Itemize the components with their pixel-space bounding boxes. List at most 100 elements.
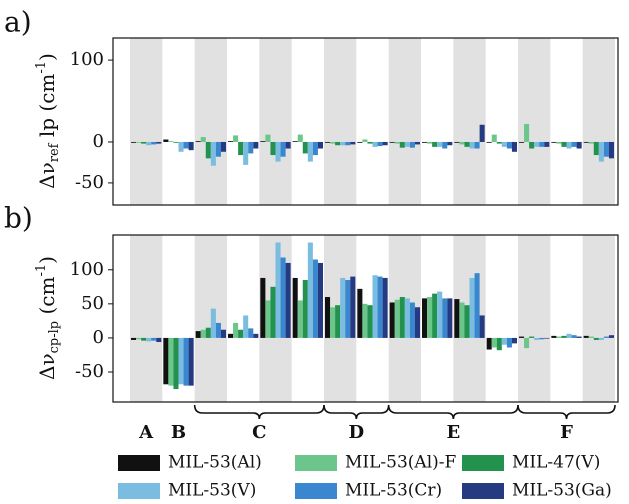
bar (275, 242, 281, 338)
bar (265, 134, 271, 142)
bar (367, 141, 373, 144)
bar (307, 141, 313, 162)
bar (511, 337, 517, 344)
bar (297, 300, 303, 338)
bar (350, 141, 356, 145)
bar (608, 141, 614, 159)
legend-label: MIL-53(Ga) (512, 481, 612, 501)
bar (422, 141, 428, 143)
bar (362, 303, 368, 338)
bar (233, 135, 239, 142)
bar (280, 257, 286, 338)
bar (479, 315, 485, 338)
legend-swatch (462, 483, 504, 499)
bar (437, 291, 443, 338)
bar (151, 141, 157, 145)
bar (238, 141, 244, 156)
bar (491, 134, 497, 142)
bar (399, 297, 405, 338)
y-label-part: Δν (35, 162, 59, 189)
bar (598, 141, 604, 162)
bar (404, 298, 410, 338)
bar (215, 322, 221, 338)
legend-swatch (295, 483, 337, 499)
bar (593, 337, 599, 340)
bar (588, 141, 594, 144)
bar (243, 315, 249, 338)
bar (188, 337, 194, 386)
bar (583, 335, 589, 338)
bar (524, 337, 530, 349)
bar (544, 141, 550, 147)
bar (459, 302, 465, 338)
bar (173, 141, 179, 143)
bar (233, 322, 239, 338)
group-label: C (252, 422, 266, 443)
bar (501, 141, 507, 147)
band-shade (324, 38, 357, 205)
bar (163, 337, 169, 385)
bar (501, 337, 507, 345)
y-tick-label: 50 (81, 293, 104, 314)
bar (414, 307, 420, 338)
group-bracket (387, 404, 519, 420)
bar (280, 141, 286, 157)
bar (566, 333, 572, 338)
bar (534, 337, 540, 340)
bar (205, 141, 211, 159)
legend-swatch (118, 483, 160, 499)
bar (312, 259, 318, 338)
bar (576, 336, 582, 338)
group-bracket (323, 404, 390, 420)
bar (265, 300, 271, 338)
bar (146, 141, 152, 146)
bar (325, 141, 331, 143)
bar (534, 141, 540, 147)
bar (529, 336, 535, 338)
y-tick-label: 100 (70, 259, 104, 280)
bar (551, 335, 557, 338)
bar (474, 141, 480, 149)
bar (437, 141, 443, 147)
y-label-part: ) (35, 256, 59, 264)
band-shade (259, 38, 292, 205)
bar (357, 288, 363, 338)
bar (464, 305, 470, 338)
bar (367, 305, 373, 338)
bar (195, 331, 201, 338)
bar (183, 141, 189, 149)
bar (215, 141, 221, 157)
bar (486, 141, 492, 143)
bar (539, 337, 545, 340)
bar (603, 141, 609, 157)
bar (506, 337, 512, 348)
bar (459, 141, 465, 145)
band-shade (194, 38, 227, 205)
bar (389, 141, 395, 143)
legend-swatch (462, 455, 504, 471)
bar (173, 337, 179, 390)
bar (571, 141, 577, 147)
bar (335, 141, 341, 146)
bar (350, 276, 356, 338)
legend-label: MIL-47(V) (512, 453, 600, 473)
bar (491, 337, 497, 348)
y-label-sup: -1 (34, 61, 49, 74)
bar (442, 298, 448, 338)
y-tick-label: 100 (70, 49, 104, 70)
bar (561, 335, 567, 338)
bar (220, 329, 226, 338)
bar (345, 141, 351, 146)
panel-label: a) (4, 6, 32, 39)
bar (389, 302, 395, 338)
bar (442, 141, 448, 149)
bar (414, 141, 420, 145)
bar (409, 302, 415, 338)
bar (469, 277, 475, 338)
bar (551, 141, 557, 143)
bar (529, 141, 535, 149)
y-tick-label: -50 (75, 172, 104, 193)
bar (285, 141, 291, 149)
bar (427, 297, 433, 338)
bar (608, 335, 614, 338)
